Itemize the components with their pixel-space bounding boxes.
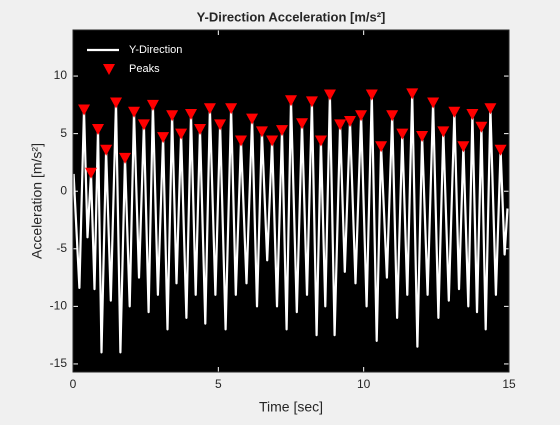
peak-marker [137,119,150,131]
peak-marker [437,126,450,138]
peak-marker [466,109,479,121]
peak-marker [157,132,170,144]
peak-marker [175,128,188,140]
chart-title: Y-Direction Acceleration [m/s²] [197,9,386,24]
peak-marker [246,113,259,125]
peak-marker [266,135,279,147]
y-tick-label: 10 [54,68,68,82]
peak-marker [355,110,368,122]
peak-marker [85,167,98,179]
peak-marker [214,119,227,131]
x-tick-label: 10 [357,377,371,391]
peak-marker [305,96,318,108]
peak-marker [296,118,309,130]
peak-marker [334,119,347,131]
peak-marker [100,144,113,156]
legend-marker [103,64,115,75]
peak-marker [194,124,207,136]
peak-marker [427,97,440,109]
peak-marker [386,110,399,122]
x-tick-label: 15 [502,377,516,391]
peak-marker [225,103,238,115]
axes-background [73,30,509,372]
y-tick-label: 5 [60,126,67,140]
peak-marker [396,128,409,140]
peak-marker [365,89,378,101]
peak-marker [78,104,91,116]
peak-marker [457,141,470,153]
peak-marker [285,95,297,107]
peak-marker [314,135,327,147]
x-tick-label: 0 [70,377,77,391]
signal-line [72,92,509,354]
y-tick-label: 0 [60,183,67,197]
peak-marker [203,103,216,115]
peak-marker [255,126,268,138]
peak-marker [375,141,388,153]
legend-label: Peaks [129,63,160,75]
y-tick-label: -15 [50,356,68,370]
y-axis-label: Acceleration [m/s²] [29,143,45,259]
peak-marker [344,115,357,127]
peak-marker [185,109,198,121]
peak-marker [128,106,141,118]
peak-marker [146,99,159,111]
x-tick-label: 5 [215,377,222,391]
legend-label: Y-Direction [129,44,182,56]
peak-marker [110,97,123,109]
peak-marker [323,89,336,101]
peak-marker [119,152,132,164]
peak-marker [416,130,429,142]
peak-marker [494,144,507,156]
y-tick-label: -5 [56,241,67,255]
y-tick-label: -10 [50,299,68,313]
peak-marker [448,106,461,118]
peak-marker [484,103,497,115]
peak-marker [235,135,248,147]
peak-marker [91,124,104,136]
peak-marker [475,121,488,133]
peak-marker [166,110,179,122]
peak-marker [406,88,419,100]
axes-border [72,29,510,373]
x-axis-label: Time [sec] [259,399,323,415]
peak-marker [275,125,288,137]
